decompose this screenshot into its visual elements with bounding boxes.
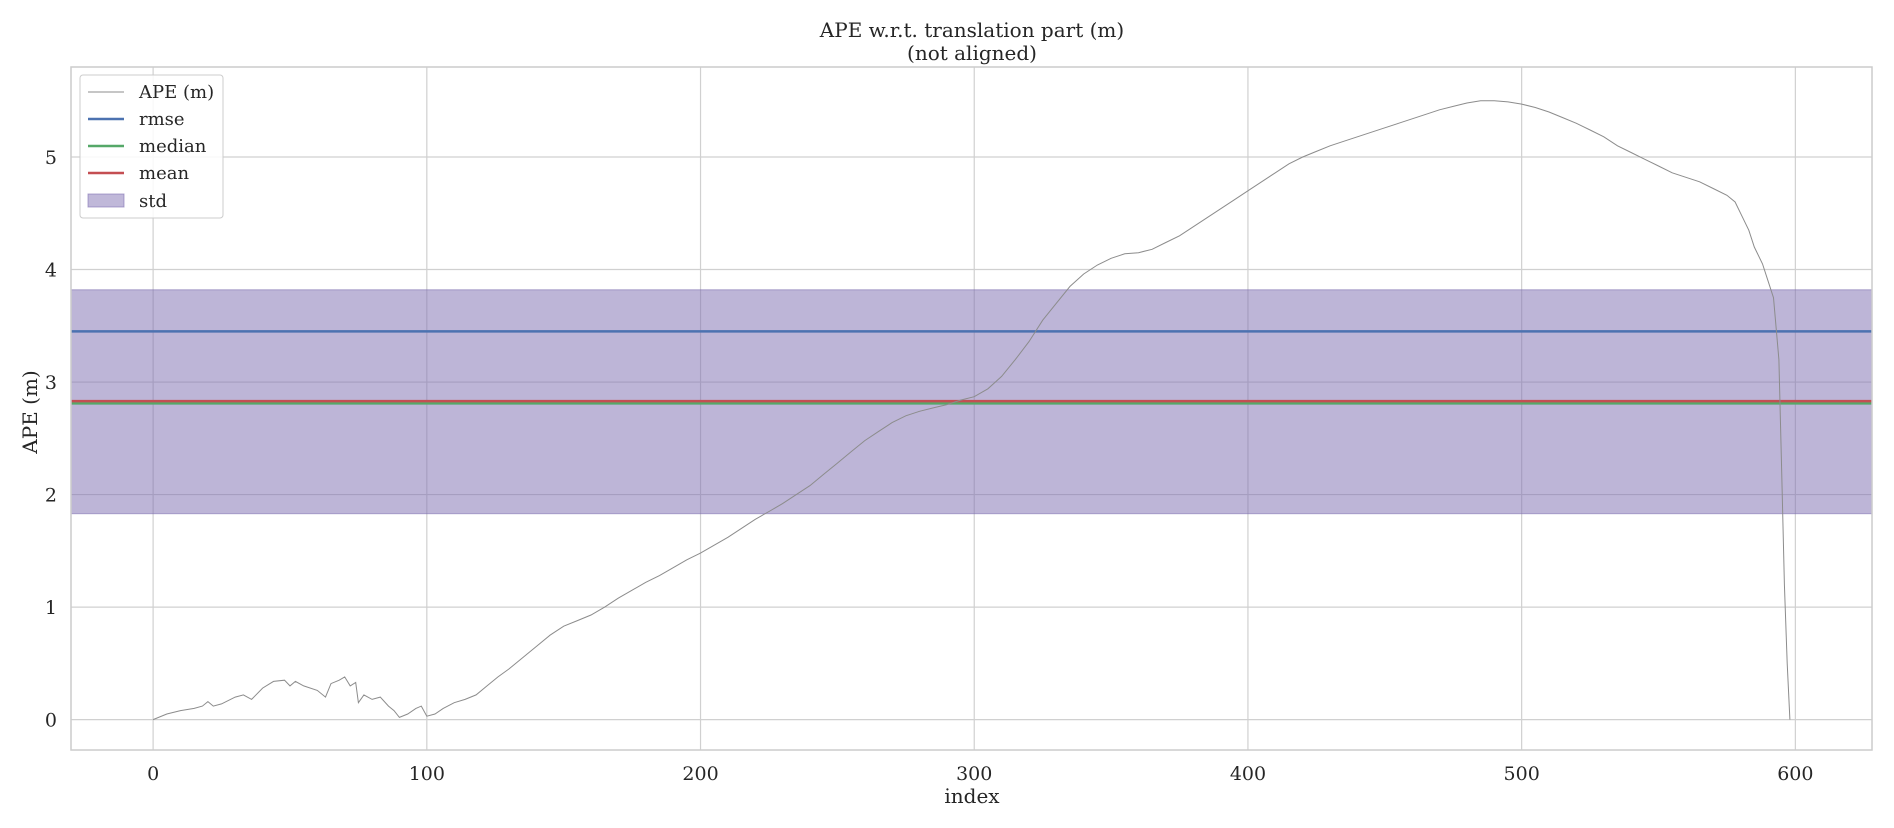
- legend-std-label: std: [139, 191, 167, 212]
- x-axis-label: index: [944, 784, 1000, 808]
- legend-std-swatch: [87, 193, 125, 208]
- legend-rmse-label: rmse: [139, 109, 185, 130]
- x-tick-label: 600: [1777, 763, 1813, 785]
- x-tick-label: 200: [682, 763, 718, 785]
- stat-lines: [71, 330, 1872, 405]
- plot-border: [70, 66, 1873, 751]
- x-tick-label: 400: [1230, 763, 1266, 785]
- legend-ape-label: APE (m): [138, 82, 214, 103]
- legend: APE (m) rmse median mean std: [79, 74, 224, 219]
- chart-title: APE w.r.t. translation part (m): [819, 18, 1124, 42]
- y-tick-label: 3: [45, 372, 57, 394]
- chart-subtitle: (not aligned): [907, 41, 1037, 65]
- y-axis-label: APE (m): [18, 370, 42, 454]
- x-tick-label: 100: [409, 763, 445, 785]
- legend-box: [79, 74, 224, 219]
- y-tick-label: 0: [45, 710, 57, 732]
- legend-median-label: median: [139, 136, 207, 157]
- legend-mean-label: mean: [139, 163, 189, 184]
- y-tick-label: 1: [45, 597, 57, 619]
- series-layer: [152, 100, 1791, 721]
- x-tick-label: 500: [1504, 763, 1540, 785]
- x-tick-label: 300: [956, 763, 992, 785]
- y-tick-label: 4: [45, 260, 57, 282]
- tick-labels: 0 100 200 300 400 500 600 0 1 2 3 4 5: [45, 147, 1814, 785]
- plot-frame: [70, 66, 1873, 751]
- x-tick-label: 0: [147, 763, 159, 785]
- ape-series-line: [152, 100, 1791, 721]
- y-tick-label: 2: [45, 485, 57, 507]
- y-tick-label: 5: [45, 147, 57, 169]
